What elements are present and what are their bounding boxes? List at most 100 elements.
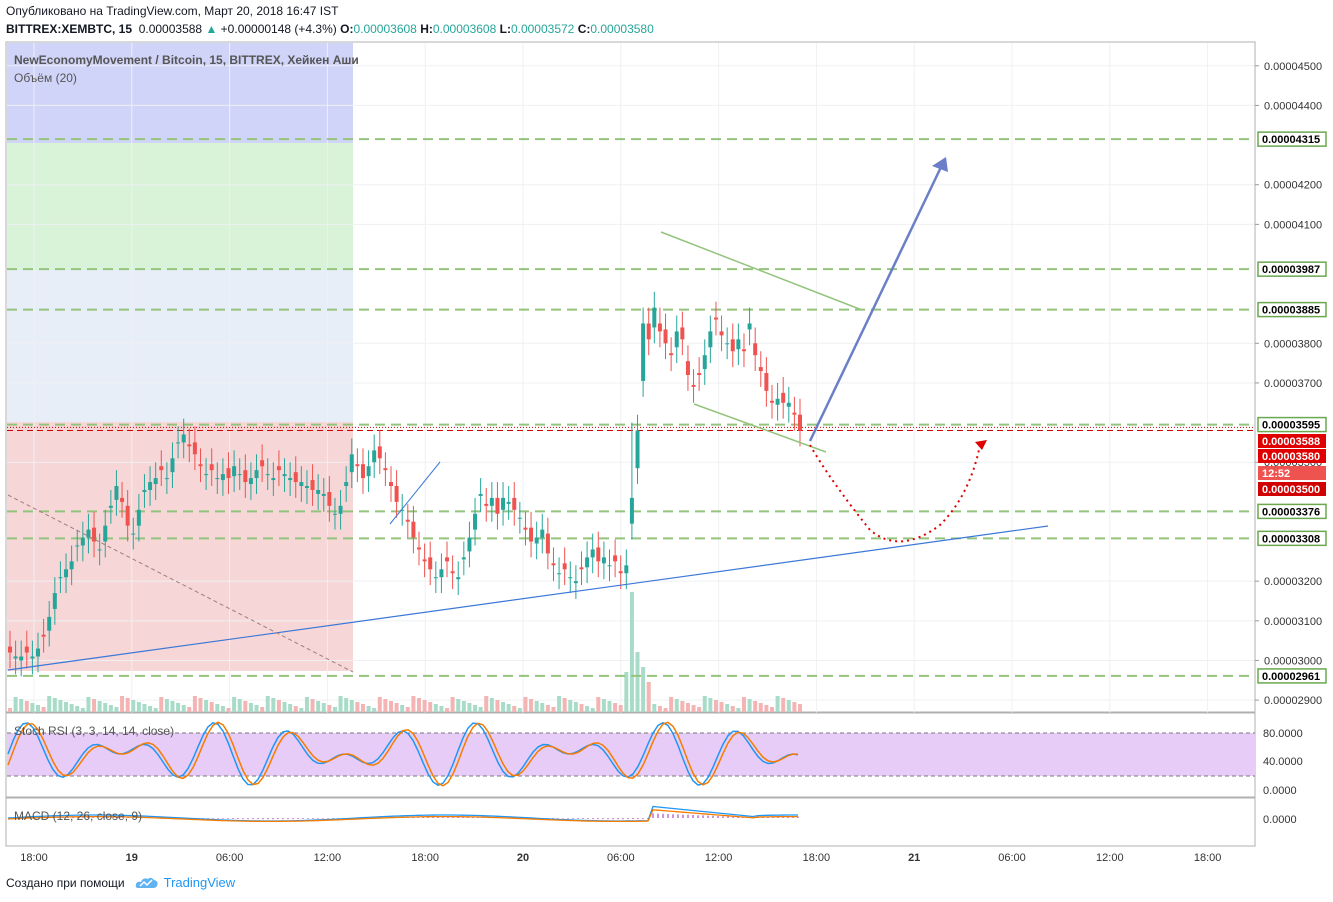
volume-bar [204,700,209,712]
volume-bar [170,701,175,712]
candle-body [394,486,399,502]
volume-bar [478,707,483,712]
volume-bar [243,701,248,712]
candle-body [562,563,567,570]
candle-body [75,545,80,547]
candle-body [321,493,326,496]
volume-bar [484,696,489,712]
candle-body [764,373,769,391]
volume-bar [758,703,763,712]
volume-bar [58,700,63,712]
candle-body [24,646,29,653]
volume-bar [142,704,147,712]
alert-price-label-box [1258,482,1326,496]
tradingview-logo[interactable]: TradingView [135,875,235,890]
candle-body [103,525,108,542]
price-labels: 0.00004315 0.00003987 0.00003885 0.00003595… [1257,131,1327,684]
level-label: 0.00003308 [1262,533,1320,545]
close-price-label: 0.00003580 [1262,451,1320,463]
volume-bar [271,698,276,712]
volume-bar [467,703,472,712]
volume-bar [674,699,679,712]
legend-macd: MACD (12, 26, close, 9) [14,809,142,823]
current-price-label: 0.00003588 [1262,436,1320,448]
volume-bar [198,698,203,712]
volume-bar [456,699,461,712]
volume-bar [237,699,242,712]
candle-body [495,497,500,514]
volume-bar [366,706,371,712]
time-tick: 19 [126,852,138,864]
candle-body [327,491,332,506]
close-value: 0.00003580 [590,22,654,36]
volume-bar [461,701,466,712]
candle-body [607,565,612,567]
volume-bar [220,706,225,712]
created-with: Создано при помощи [6,875,125,890]
time-tick: 12:00 [705,852,733,864]
candle-body [652,307,657,328]
volume-bar [422,700,427,712]
candle-body [629,497,634,524]
drawings [7,157,1049,673]
volume-bar [372,708,377,712]
candle-body [624,565,629,574]
curve-arrow-icon [975,440,987,450]
volume-bar [41,707,46,712]
volume-bar [747,699,752,712]
chart-canvas[interactable]: 0.00004500 0.00004400 0.00004200 0.00004100… [0,0,1333,870]
candle-body [170,458,175,473]
small-trendline [389,461,441,525]
volume-bar [618,705,623,712]
candle-body [417,547,422,550]
candle-body [697,373,702,376]
volume-bar [540,703,545,712]
time-axis[interactable]: 18:00 19 06:00 12:00 18:00 20 06:00 12:00 18:00 2… [20,852,1221,864]
price-levels [7,138,1255,677]
candle-body [232,466,237,477]
low-label: L: [499,22,511,36]
candle-body [551,563,556,566]
macd-pane[interactable] [5,797,1256,847]
volume-bar [108,705,113,712]
candle-body [243,470,248,483]
candle-body [153,478,158,485]
macd-tick-0: 0.0000 [1263,814,1297,826]
volume-bar [215,704,220,712]
volume-bar [719,702,724,712]
candle-body [786,402,791,407]
candle-body [192,442,197,455]
volume-bar [725,704,730,712]
volume-bar [557,696,562,712]
candle-body [181,434,186,443]
volume-bar [360,704,365,712]
candle-body [187,444,192,447]
candle-body [506,501,511,504]
candle-body [41,634,46,637]
candle-body [478,493,483,496]
candle-body [489,497,494,506]
time-tick: 06:00 [998,852,1026,864]
candle-body [86,529,91,538]
level-label-box [1257,530,1327,547]
volume-bar [439,706,444,712]
level-label: 0.00003595 [1262,420,1320,432]
volume-bar [293,706,298,712]
candle-body [702,355,707,370]
volume-bar [646,682,651,712]
close-label: C: [577,22,591,36]
stoch-tick-80: 80.0000 [1263,728,1303,740]
candle-body [260,460,265,467]
volume-bar [669,697,674,712]
volume-bar [192,696,197,712]
candle-body [13,656,18,659]
volume-bar [120,696,125,712]
current-price-label-box [1258,434,1326,448]
time-tick: 20 [517,852,529,864]
level-label: 0.00004315 [1262,134,1320,146]
candle-body [741,349,746,352]
volume-bar [400,705,405,712]
price-tick: 0.00004400 [1264,100,1322,112]
candle-body [433,577,438,579]
volume-bar [613,703,618,712]
